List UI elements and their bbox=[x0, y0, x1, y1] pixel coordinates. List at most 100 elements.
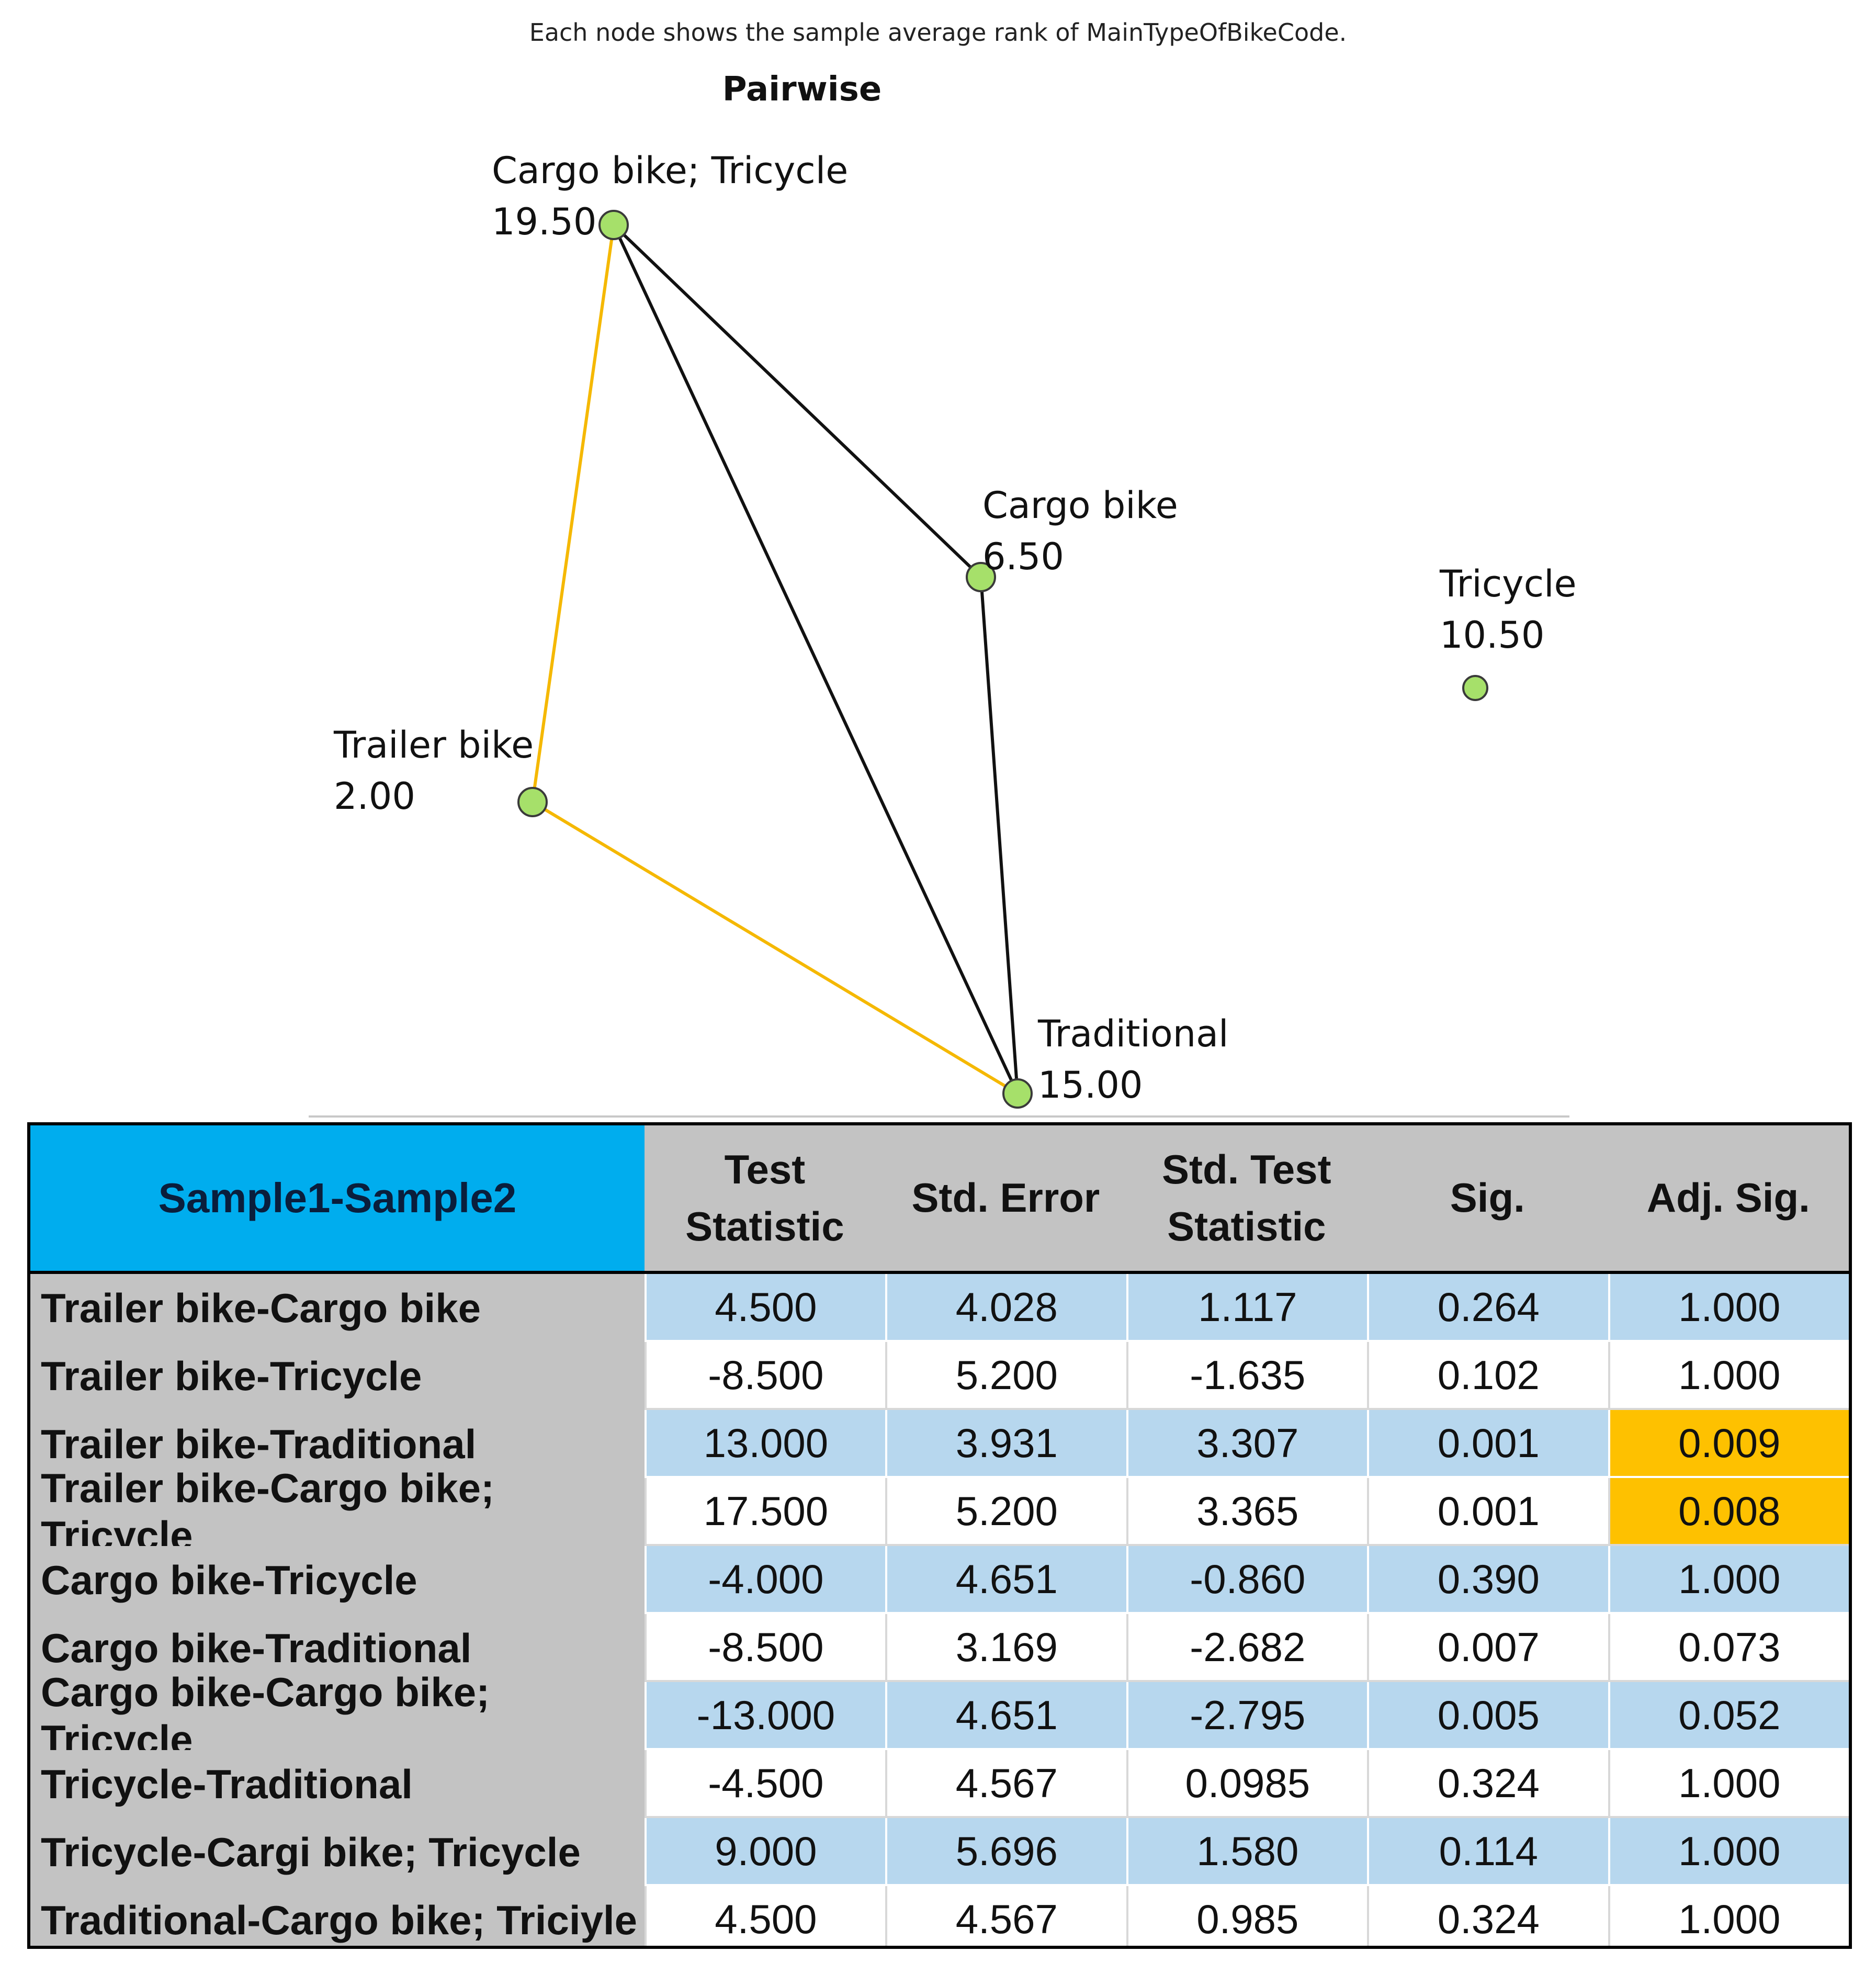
table-cell: 0.005 bbox=[1367, 1682, 1608, 1750]
table-cell: 4.651 bbox=[885, 1546, 1126, 1614]
table-cell: 0.0985 bbox=[1126, 1750, 1368, 1818]
edge-trailer-bike-to-cargo-bike-tricycle bbox=[531, 224, 615, 803]
edge-cargo-bike-to-traditional bbox=[979, 577, 1019, 1094]
table-cell: -13.000 bbox=[644, 1682, 886, 1750]
table-row: Tricycle-Traditional -4.500 4.567 0.0985 0.3… bbox=[30, 1750, 1849, 1818]
table-cell: 4.500 bbox=[644, 1886, 885, 1946]
table-cell: 5.696 bbox=[885, 1818, 1126, 1886]
table-row: Trailer bike-Cargo bike; Tricycle 17.500 5… bbox=[30, 1465, 1849, 1559]
table-cell: 4.028 bbox=[885, 1274, 1126, 1342]
adj-sig-cell: 0.073 bbox=[1608, 1614, 1849, 1682]
adj-sig-cell: 1.000 bbox=[1608, 1546, 1849, 1614]
table-cell: 5.200 bbox=[885, 1478, 1126, 1546]
column-header: Sample1-Sample2 bbox=[30, 1125, 645, 1271]
table-cell: 3.365 bbox=[1126, 1478, 1368, 1546]
table-cell: 0.264 bbox=[1367, 1274, 1608, 1342]
column-header: Std. Error bbox=[885, 1125, 1126, 1271]
edge-cargo-bike-tricycle-to-traditional bbox=[612, 224, 1019, 1095]
node-rank-tricycle: 10.50 bbox=[1440, 614, 1544, 657]
table-cell: 0.985 bbox=[1126, 1886, 1367, 1946]
node-label-traditional: Traditional bbox=[1037, 1012, 1228, 1055]
table-cell: 5.200 bbox=[885, 1342, 1126, 1410]
table-cell: 17.500 bbox=[644, 1478, 886, 1546]
pairwise-comparisons-table: Sample1-Sample2 Test Statistic Std. Error S… bbox=[27, 1122, 1852, 1949]
table-cell: -4.000 bbox=[644, 1546, 886, 1614]
graph-divider bbox=[309, 1115, 1569, 1118]
table-row: Trailer bike-Cargo bike 4.500 4.028 1.117 0.… bbox=[30, 1274, 1849, 1342]
table-row: Traditional-Cargo bike; Triciyle 4.500 4.5… bbox=[30, 1886, 1849, 1946]
pairwise-graph: Each node shows the sample average rank … bbox=[333, 18, 1577, 1109]
comparison-label: Cargo bike-Tricycle bbox=[30, 1546, 645, 1614]
adj-sig-cell: 1.000 bbox=[1608, 1274, 1849, 1342]
table-cell: -1.635 bbox=[1126, 1342, 1368, 1410]
table-cell: -2.795 bbox=[1126, 1682, 1368, 1750]
edge-cargo-bike-tricycle-to-cargo-bike bbox=[612, 223, 982, 579]
column-header: Std. Test Statistic bbox=[1126, 1125, 1368, 1271]
table-cell: 0.001 bbox=[1367, 1478, 1608, 1546]
table-cell: 0.324 bbox=[1367, 1886, 1608, 1946]
table-row: Cargo bike-Cargo bike; Tricycle -13.000 4.… bbox=[30, 1669, 1849, 1763]
node-cargo-bike bbox=[966, 562, 996, 592]
table-cell: 4.500 bbox=[644, 1274, 886, 1342]
node-traditional bbox=[1002, 1078, 1033, 1109]
table-cell: 1.580 bbox=[1126, 1818, 1368, 1886]
table-cell: 3.169 bbox=[885, 1614, 1126, 1682]
table-cell: 9.000 bbox=[644, 1818, 886, 1886]
table-cell: -8.500 bbox=[644, 1614, 886, 1682]
node-label-cargo-bike: Cargo bike bbox=[982, 484, 1178, 527]
comparison-label: Cargo bike-Cargo bike; Tricycle bbox=[30, 1669, 645, 1763]
table-cell: 13.000 bbox=[644, 1410, 886, 1478]
column-header: Test Statistic bbox=[644, 1125, 886, 1271]
node-label-tricycle: Tricycle bbox=[1439, 562, 1577, 605]
comparison-label: Trailer bike-Traditional bbox=[30, 1410, 645, 1478]
table-row: Trailer bike-Tricycle -8.500 5.200 -1.635 0.… bbox=[30, 1342, 1849, 1410]
table-cell: 4.651 bbox=[885, 1682, 1126, 1750]
table-row: Cargo bike-Tricycle -4.000 4.651 -0.860 0.39… bbox=[30, 1546, 1849, 1614]
table-cell: -2.682 bbox=[1126, 1614, 1368, 1682]
comparison-label: Cargo bike-Traditional bbox=[30, 1614, 645, 1682]
table-cell: 0.324 bbox=[1367, 1750, 1608, 1818]
edges-layer bbox=[531, 223, 1019, 1095]
adj-sig-cell: 0.009 bbox=[1608, 1410, 1849, 1478]
table-cell: 4.567 bbox=[885, 1886, 1126, 1946]
node-rank-cargo-bike-tricycle: 19.50 bbox=[492, 200, 596, 243]
adj-sig-cell: 0.052 bbox=[1608, 1682, 1849, 1750]
node-label-trailer-bike: Trailer bike bbox=[333, 724, 534, 766]
table-row: Trailer bike-Traditional 13.000 3.931 3.307… bbox=[30, 1410, 1849, 1478]
table-cell: -8.500 bbox=[644, 1342, 886, 1410]
comparison-label: Tricycle-Cargi bike; Tricycle bbox=[30, 1818, 645, 1886]
comparison-label: Trailer bike-Cargo bike; Tricycle bbox=[30, 1465, 645, 1559]
table-cell: 0.102 bbox=[1367, 1342, 1608, 1410]
table-cell: 4.567 bbox=[885, 1750, 1126, 1818]
table-cell: -0.860 bbox=[1126, 1546, 1368, 1614]
nodes-layer: Cargo bike; Tricycle 19.50 Cargo bike 6.50 T… bbox=[333, 149, 1577, 1109]
adj-sig-cell: 1.000 bbox=[1608, 1886, 1849, 1946]
node-label-cargo-bike-tricycle: Cargo bike; Tricycle bbox=[492, 149, 848, 192]
graph-subtitle: Each node shows the sample average rank … bbox=[529, 18, 1347, 47]
edge-trailer-bike-to-traditional bbox=[532, 800, 1019, 1095]
node-tricycle bbox=[1462, 675, 1488, 701]
node-cargo-bike-tricycle bbox=[598, 210, 629, 240]
table-cell: -4.500 bbox=[644, 1750, 886, 1818]
node-rank-cargo-bike: 6.50 bbox=[982, 535, 1064, 578]
table-row: Cargo bike-Traditional -8.500 3.169 -2.682 0… bbox=[30, 1614, 1849, 1682]
node-rank-traditional: 15.00 bbox=[1038, 1064, 1143, 1107]
table-cell: 0.390 bbox=[1367, 1546, 1608, 1614]
column-header: Adj. Sig. bbox=[1608, 1125, 1849, 1271]
column-header: Sig. bbox=[1367, 1125, 1608, 1271]
adj-sig-cell: 1.000 bbox=[1608, 1818, 1849, 1886]
table-cell: 0.001 bbox=[1367, 1410, 1608, 1478]
table-cell: 3.307 bbox=[1126, 1410, 1368, 1478]
table-cell: 0.007 bbox=[1367, 1614, 1608, 1682]
node-trailer-bike bbox=[517, 787, 548, 817]
adj-sig-cell: 0.008 bbox=[1608, 1478, 1849, 1546]
comparison-label: Traditional-Cargo bike; Triciyle bbox=[30, 1886, 645, 1946]
table-cell: 3.931 bbox=[885, 1410, 1126, 1478]
table-cell: 0.114 bbox=[1367, 1818, 1608, 1886]
table-cell: 1.117 bbox=[1126, 1274, 1368, 1342]
graph-title: Pairwise bbox=[722, 70, 882, 109]
node-rank-trailer-bike: 2.00 bbox=[334, 775, 415, 818]
table-row: Tricycle-Cargi bike; Tricycle 9.000 5.696 1… bbox=[30, 1818, 1849, 1886]
table-header-row: Sample1-Sample2 Test Statistic Std. Error S… bbox=[30, 1125, 1849, 1274]
comparison-label: Trailer bike-Cargo bike bbox=[30, 1274, 645, 1342]
